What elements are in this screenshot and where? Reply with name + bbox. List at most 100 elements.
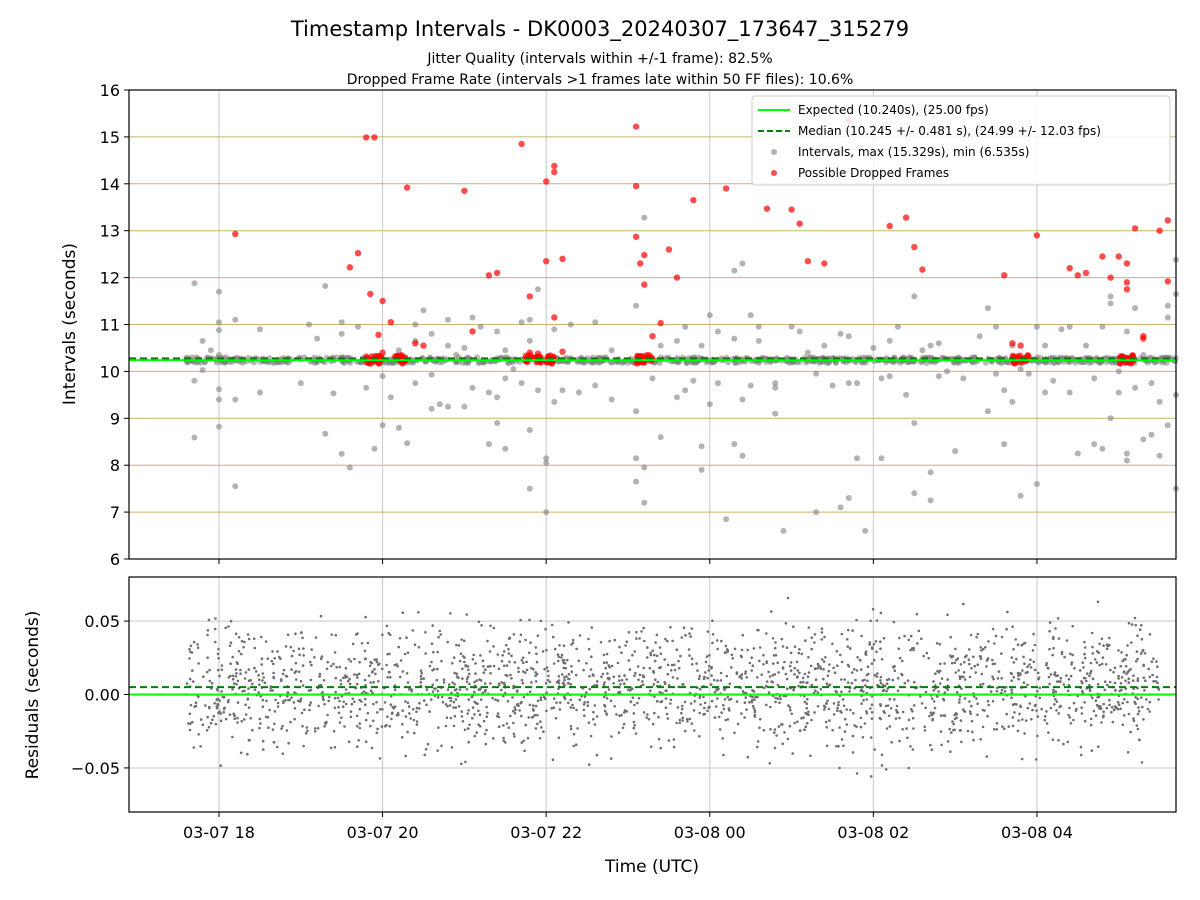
residual-point — [996, 677, 1000, 680]
residual-point — [642, 626, 645, 630]
residual-point — [452, 700, 456, 704]
residual-point — [929, 743, 932, 747]
residual-point — [931, 717, 934, 721]
residual-point — [1089, 669, 1093, 673]
residual-point — [485, 728, 488, 732]
x-axis-label: Time (UTC) — [604, 857, 699, 877]
residual-point — [911, 748, 915, 751]
residual-point — [244, 703, 247, 707]
residual-point — [778, 695, 782, 698]
residual-point — [510, 654, 513, 658]
residual-point — [236, 679, 240, 683]
interval-point-167 — [1033, 323, 1040, 330]
residual-point — [1088, 687, 1092, 691]
residual-point — [623, 674, 626, 677]
interval-point-99 — [698, 342, 705, 349]
residual-point — [1099, 707, 1103, 710]
residual-point — [1073, 667, 1076, 670]
residual-point — [1048, 682, 1051, 686]
residual-point — [776, 683, 780, 687]
residual-point — [197, 662, 200, 665]
dropped-point-0 — [232, 230, 239, 238]
residual-point — [635, 637, 638, 640]
residual-point — [885, 689, 888, 693]
dropped-point-25 — [551, 168, 558, 176]
residual-point — [838, 766, 841, 770]
residual-point — [284, 645, 288, 648]
residual-point — [474, 702, 478, 705]
interval-point-13 — [232, 483, 239, 490]
interval-point-193 — [1148, 431, 1155, 438]
residual-point — [1023, 662, 1026, 665]
residual-point — [436, 696, 440, 699]
dropped-point-63 — [1123, 286, 1131, 293]
residual-point — [1015, 657, 1018, 661]
residual-point — [206, 715, 209, 719]
residual-point — [572, 732, 576, 736]
residual-point — [806, 697, 809, 701]
legend-dropped-swatch — [771, 170, 777, 176]
residual-point — [888, 697, 892, 701]
residual-point — [587, 637, 590, 641]
residual-point — [518, 709, 521, 712]
residual-point — [1054, 627, 1057, 630]
residual-point — [1148, 700, 1152, 704]
residual-point — [1091, 652, 1095, 655]
residual-point — [957, 669, 960, 672]
residual-point — [497, 725, 501, 728]
residual-point — [1119, 664, 1122, 668]
residual-point — [1126, 751, 1130, 754]
residual-point — [565, 658, 569, 662]
residual-point — [558, 701, 562, 704]
residual-point — [424, 652, 427, 655]
residual-point — [319, 657, 323, 660]
residual-point — [271, 689, 274, 692]
residual-point — [1056, 674, 1059, 677]
residual-point — [1032, 660, 1036, 664]
residual-point — [488, 650, 492, 653]
residual-point — [979, 646, 982, 649]
residual-point — [846, 681, 850, 684]
residual-point — [765, 680, 769, 683]
residual-point — [893, 665, 896, 668]
residual-point — [253, 666, 256, 670]
residual-point — [483, 682, 487, 685]
residual-point — [1140, 624, 1143, 627]
residual-point — [1025, 719, 1028, 722]
residual-point — [979, 655, 982, 658]
residual-point — [982, 647, 985, 651]
residual-point — [875, 650, 878, 654]
residual-point — [355, 682, 359, 686]
residual-point — [669, 626, 672, 629]
residual-point — [636, 665, 640, 668]
residual-point — [665, 712, 669, 716]
x-tick-label-3: 03-08 00 — [674, 823, 746, 842]
residual-point — [616, 661, 620, 665]
residual-point — [422, 677, 426, 680]
residual-point — [618, 714, 621, 717]
residual-point — [920, 637, 923, 640]
residual-point — [659, 746, 662, 750]
interval-point-72 — [543, 459, 550, 466]
interval-point-32 — [379, 373, 386, 380]
x-tick-label-4: 03-08 02 — [837, 823, 909, 842]
residual-point — [453, 671, 457, 675]
residuals-ytick-label-1: 0.00 — [84, 686, 120, 705]
interval-point-43 — [428, 330, 435, 337]
residual-point — [969, 633, 973, 637]
residual-point — [585, 691, 588, 694]
residual-point — [664, 637, 667, 641]
residual-point — [1026, 683, 1029, 687]
residual-point — [958, 695, 962, 698]
interval-point-12 — [216, 423, 222, 430]
residual-point — [534, 727, 538, 730]
residual-point — [890, 741, 893, 744]
residual-point — [608, 665, 611, 669]
residual-point — [621, 726, 625, 730]
x-tick-label-5: 03-08 04 — [1001, 823, 1073, 842]
residual-point — [1093, 658, 1097, 661]
residual-point — [428, 710, 431, 713]
dropped-point-42 — [788, 206, 795, 213]
residual-point — [1088, 674, 1091, 678]
residual-point — [995, 728, 999, 731]
